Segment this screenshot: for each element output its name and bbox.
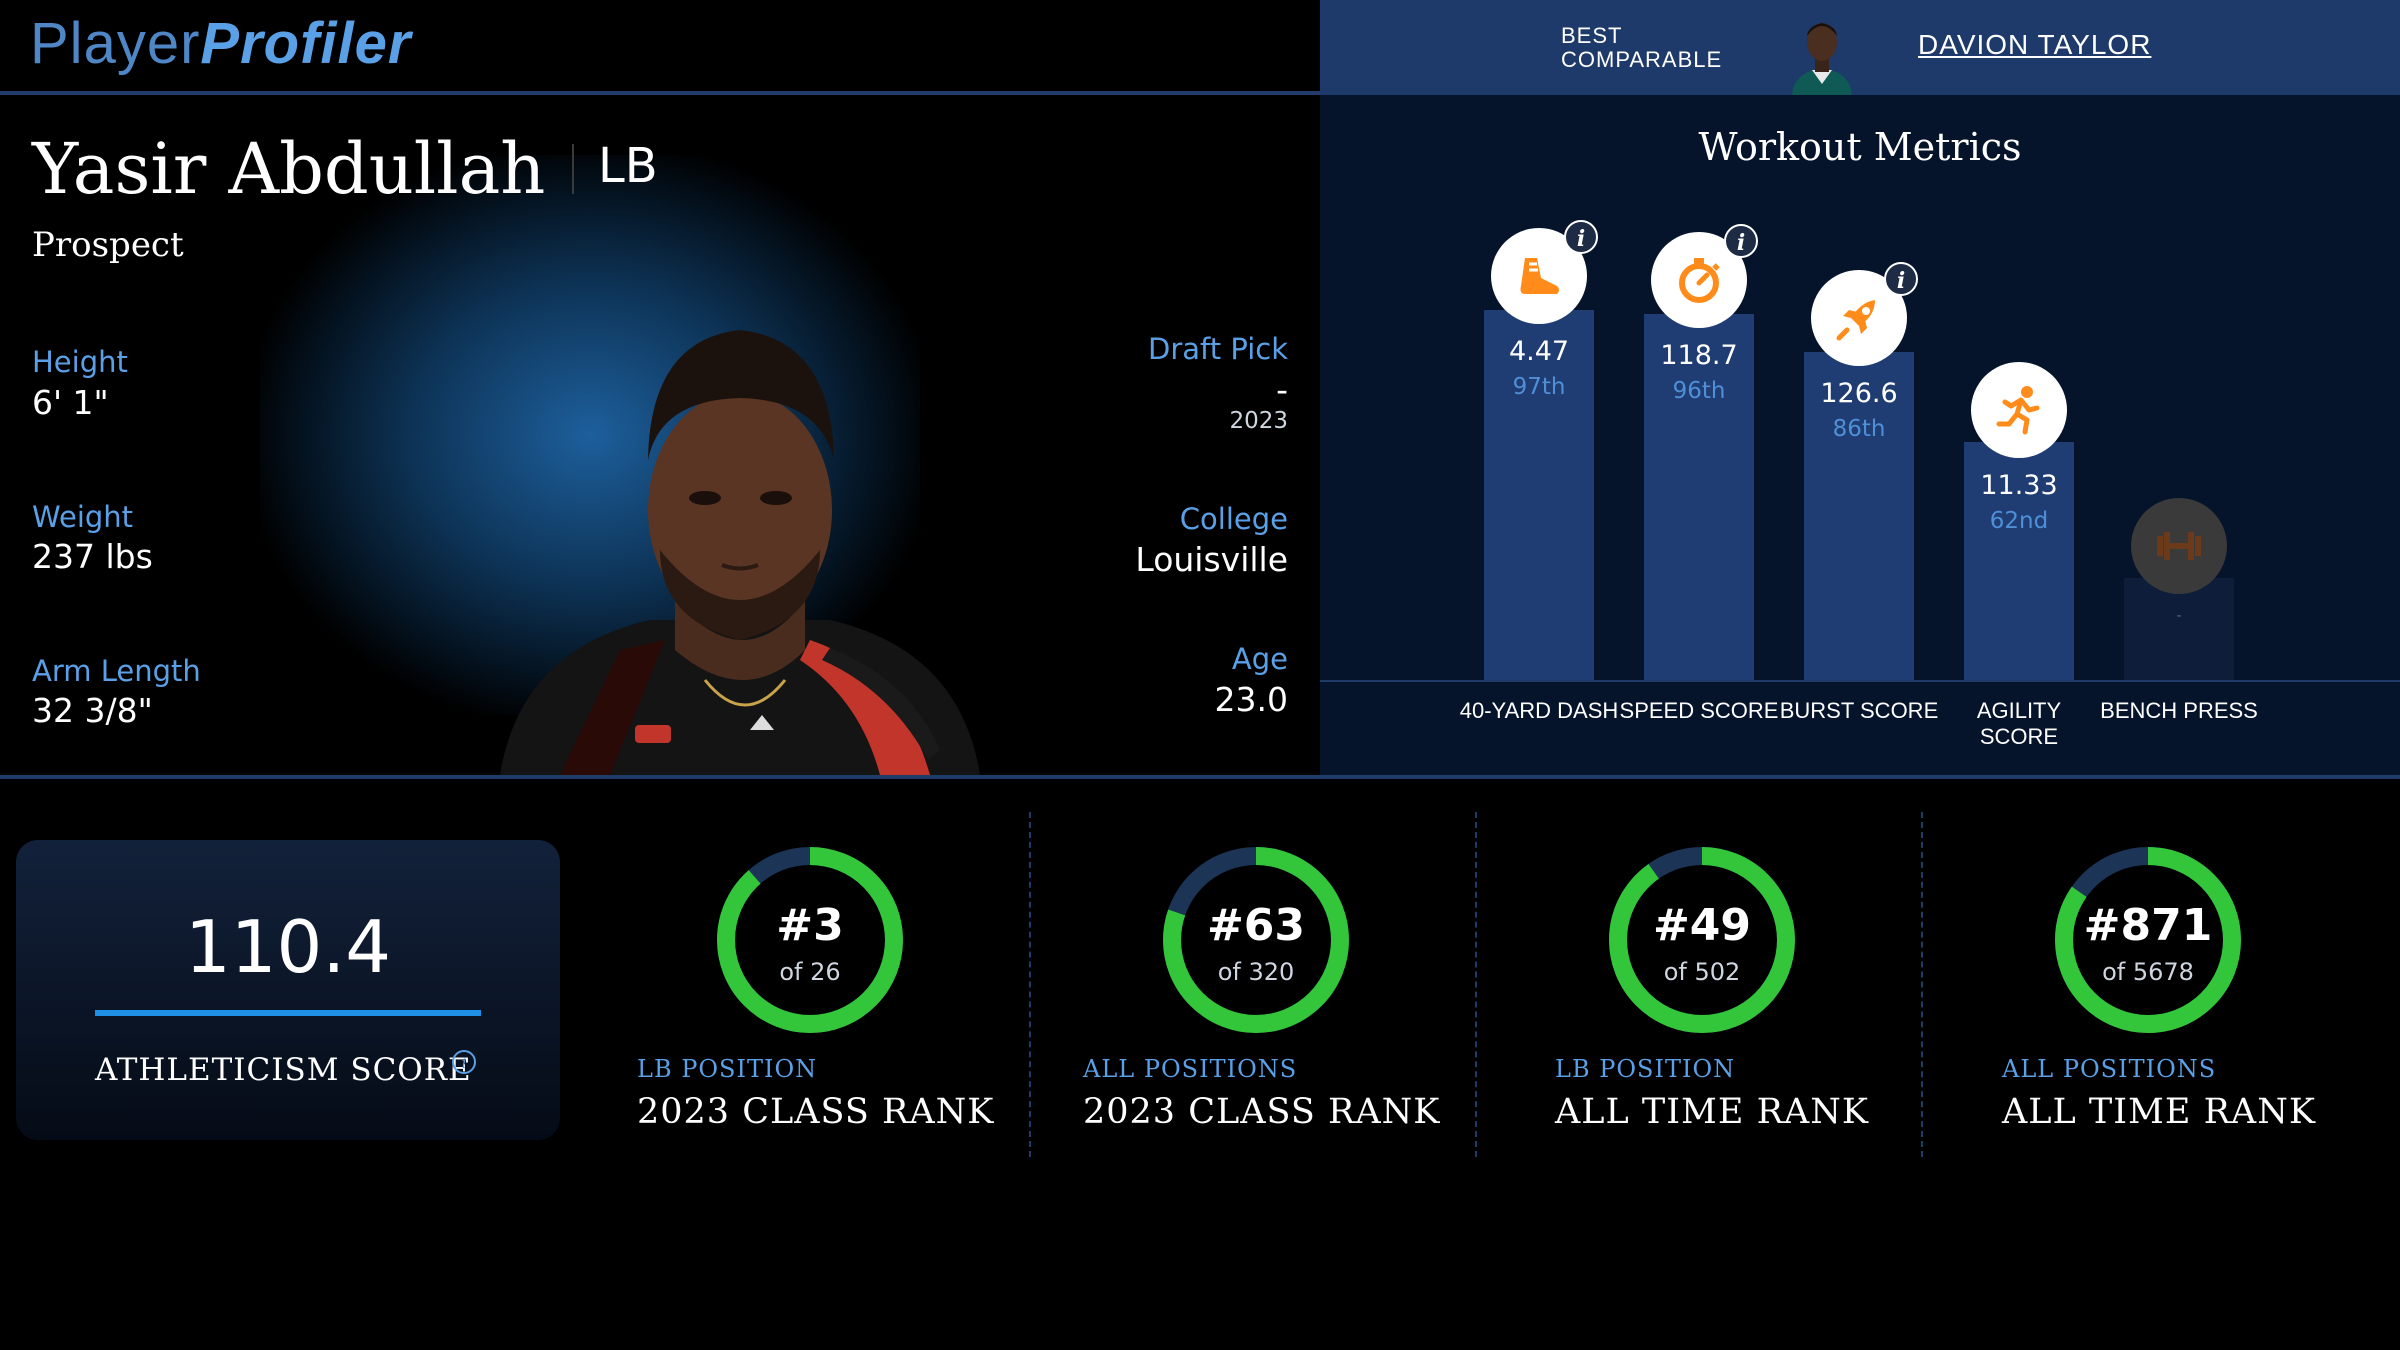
- rank-title: ALL TIME RANK: [2002, 1092, 2316, 1132]
- draft-year: 2023: [1229, 408, 1288, 434]
- comparable-player-photo[interactable]: [1786, 14, 1858, 95]
- metric-value: 11.33: [1980, 470, 2058, 501]
- rank-subtitle: ALL POSITIONS: [1083, 1055, 1298, 1083]
- rank-total: of 5678: [2102, 958, 2194, 986]
- metric-value: 118.7: [1660, 340, 1738, 371]
- athleticism-score-card: [16, 840, 560, 1140]
- logo-word-player: Player: [30, 11, 201, 76]
- metric-percentile: 96th: [1672, 378, 1726, 404]
- age-label: Age: [1231, 642, 1288, 676]
- arm-length-label: Arm Length: [32, 654, 201, 688]
- rank-number: #49: [1652, 900, 1752, 951]
- player-headshot: [500, 330, 980, 775]
- rank-subtitle: ALL POSITIONS: [2002, 1055, 2217, 1083]
- athleticism-score-value: 110.4: [184, 905, 392, 989]
- rank-divider: [1029, 812, 1031, 1157]
- section-divider: [0, 775, 2400, 779]
- college-label: College: [1179, 502, 1288, 536]
- best-comparable-name-link[interactable]: DAVION TAYLOR: [1918, 29, 2152, 60]
- metric-value: 4.47: [1508, 336, 1570, 367]
- rank-ring: [717, 847, 903, 1033]
- weight-label: Weight: [32, 500, 134, 534]
- info-icon[interactable]: i: [1884, 262, 1918, 296]
- rank-subtitle: LB POSITION: [1555, 1055, 1736, 1083]
- rank-number: #63: [1206, 900, 1306, 951]
- player-status: Prospect: [32, 225, 184, 265]
- weight-value: 237 lbs: [32, 537, 153, 576]
- rocket-icon: [1811, 270, 1907, 366]
- rank-total: of 26: [779, 958, 841, 986]
- metric-label: SPEED SCORE: [1619, 698, 1779, 723]
- header-divider: [0, 91, 1320, 95]
- metric-bar-bench-press: [2124, 578, 2234, 680]
- rank-divider: [1475, 812, 1477, 1157]
- rank-ring-fill: [2055, 847, 2241, 1033]
- rank-title: 2023 CLASS RANK: [1083, 1092, 1441, 1132]
- workout-metrics-title: Workout Metrics: [1698, 125, 2022, 169]
- metric-bar-speed-score: [1644, 314, 1754, 680]
- height-label: Height: [32, 345, 128, 379]
- player-name: Yasir Abdullah: [32, 128, 546, 210]
- best-comparable-label: BEST COMPARABLE: [1561, 23, 1723, 72]
- barbell-icon: [2131, 498, 2227, 594]
- height-value: 6' 1": [32, 383, 109, 422]
- metric-value: 126.6: [1820, 378, 1898, 409]
- metric-label: AGILITY SCORE: [1976, 698, 2062, 749]
- metric-percentile: 62nd: [1989, 508, 2049, 534]
- metric-label: BURST SCORE: [1779, 698, 1939, 723]
- metric-bar-burst-score: [1804, 352, 1914, 680]
- rank-title: 2023 CLASS RANK: [637, 1092, 995, 1132]
- rank-title: ALL TIME RANK: [1555, 1092, 1869, 1132]
- college-value: Louisville: [1135, 540, 1288, 579]
- info-icon[interactable]: i: [1564, 220, 1598, 254]
- metric-percentile: 86th: [1832, 416, 1886, 442]
- draft-pick-value: -: [1276, 370, 1288, 409]
- rank-ring: [2055, 847, 2241, 1033]
- rank-ring-fill: [1609, 847, 1795, 1033]
- sprinter-icon: [1971, 362, 2067, 458]
- player-profiler-logo[interactable]: PlayerProfiler: [30, 10, 411, 77]
- info-icon[interactable]: i: [452, 1050, 476, 1074]
- best-comparable-bar: [1320, 0, 2400, 95]
- rank-number: #3: [776, 900, 844, 951]
- logo-word-profiler: Profiler: [200, 11, 412, 76]
- rank-ring: [1609, 847, 1795, 1033]
- athleticism-score-underline: [95, 1010, 481, 1016]
- metric-value: -: [2176, 608, 2182, 624]
- rank-ring-fill: [717, 847, 903, 1033]
- rank-ring: [1163, 847, 1349, 1033]
- metric-bar-40-yard-dash: [1484, 310, 1594, 680]
- metrics-baseline: [1320, 680, 2400, 682]
- metric-label: BENCH PRESS: [2100, 698, 2258, 723]
- rank-divider: [1921, 812, 1923, 1157]
- arm-length-value: 32 3/8": [32, 691, 153, 730]
- metric-bar-agility-score: [1964, 442, 2074, 680]
- age-value: 23.0: [1214, 680, 1288, 719]
- rank-subtitle: LB POSITION: [637, 1055, 818, 1083]
- rank-total: of 502: [1663, 958, 1741, 986]
- metric-label: 40-YARD DASH: [1459, 698, 1619, 723]
- position-divider: [572, 144, 574, 194]
- draft-pick-label: Draft Pick: [1148, 332, 1288, 366]
- rank-ring-fill: [1163, 847, 1349, 1033]
- player-position: LB: [598, 138, 658, 194]
- rank-total: of 320: [1217, 958, 1295, 986]
- athleticism-score-label: ATHLETICISM SCORE: [95, 1052, 472, 1088]
- rank-number: #871: [2083, 900, 2213, 951]
- metric-percentile: 97th: [1512, 374, 1566, 400]
- info-icon[interactable]: i: [1724, 224, 1758, 258]
